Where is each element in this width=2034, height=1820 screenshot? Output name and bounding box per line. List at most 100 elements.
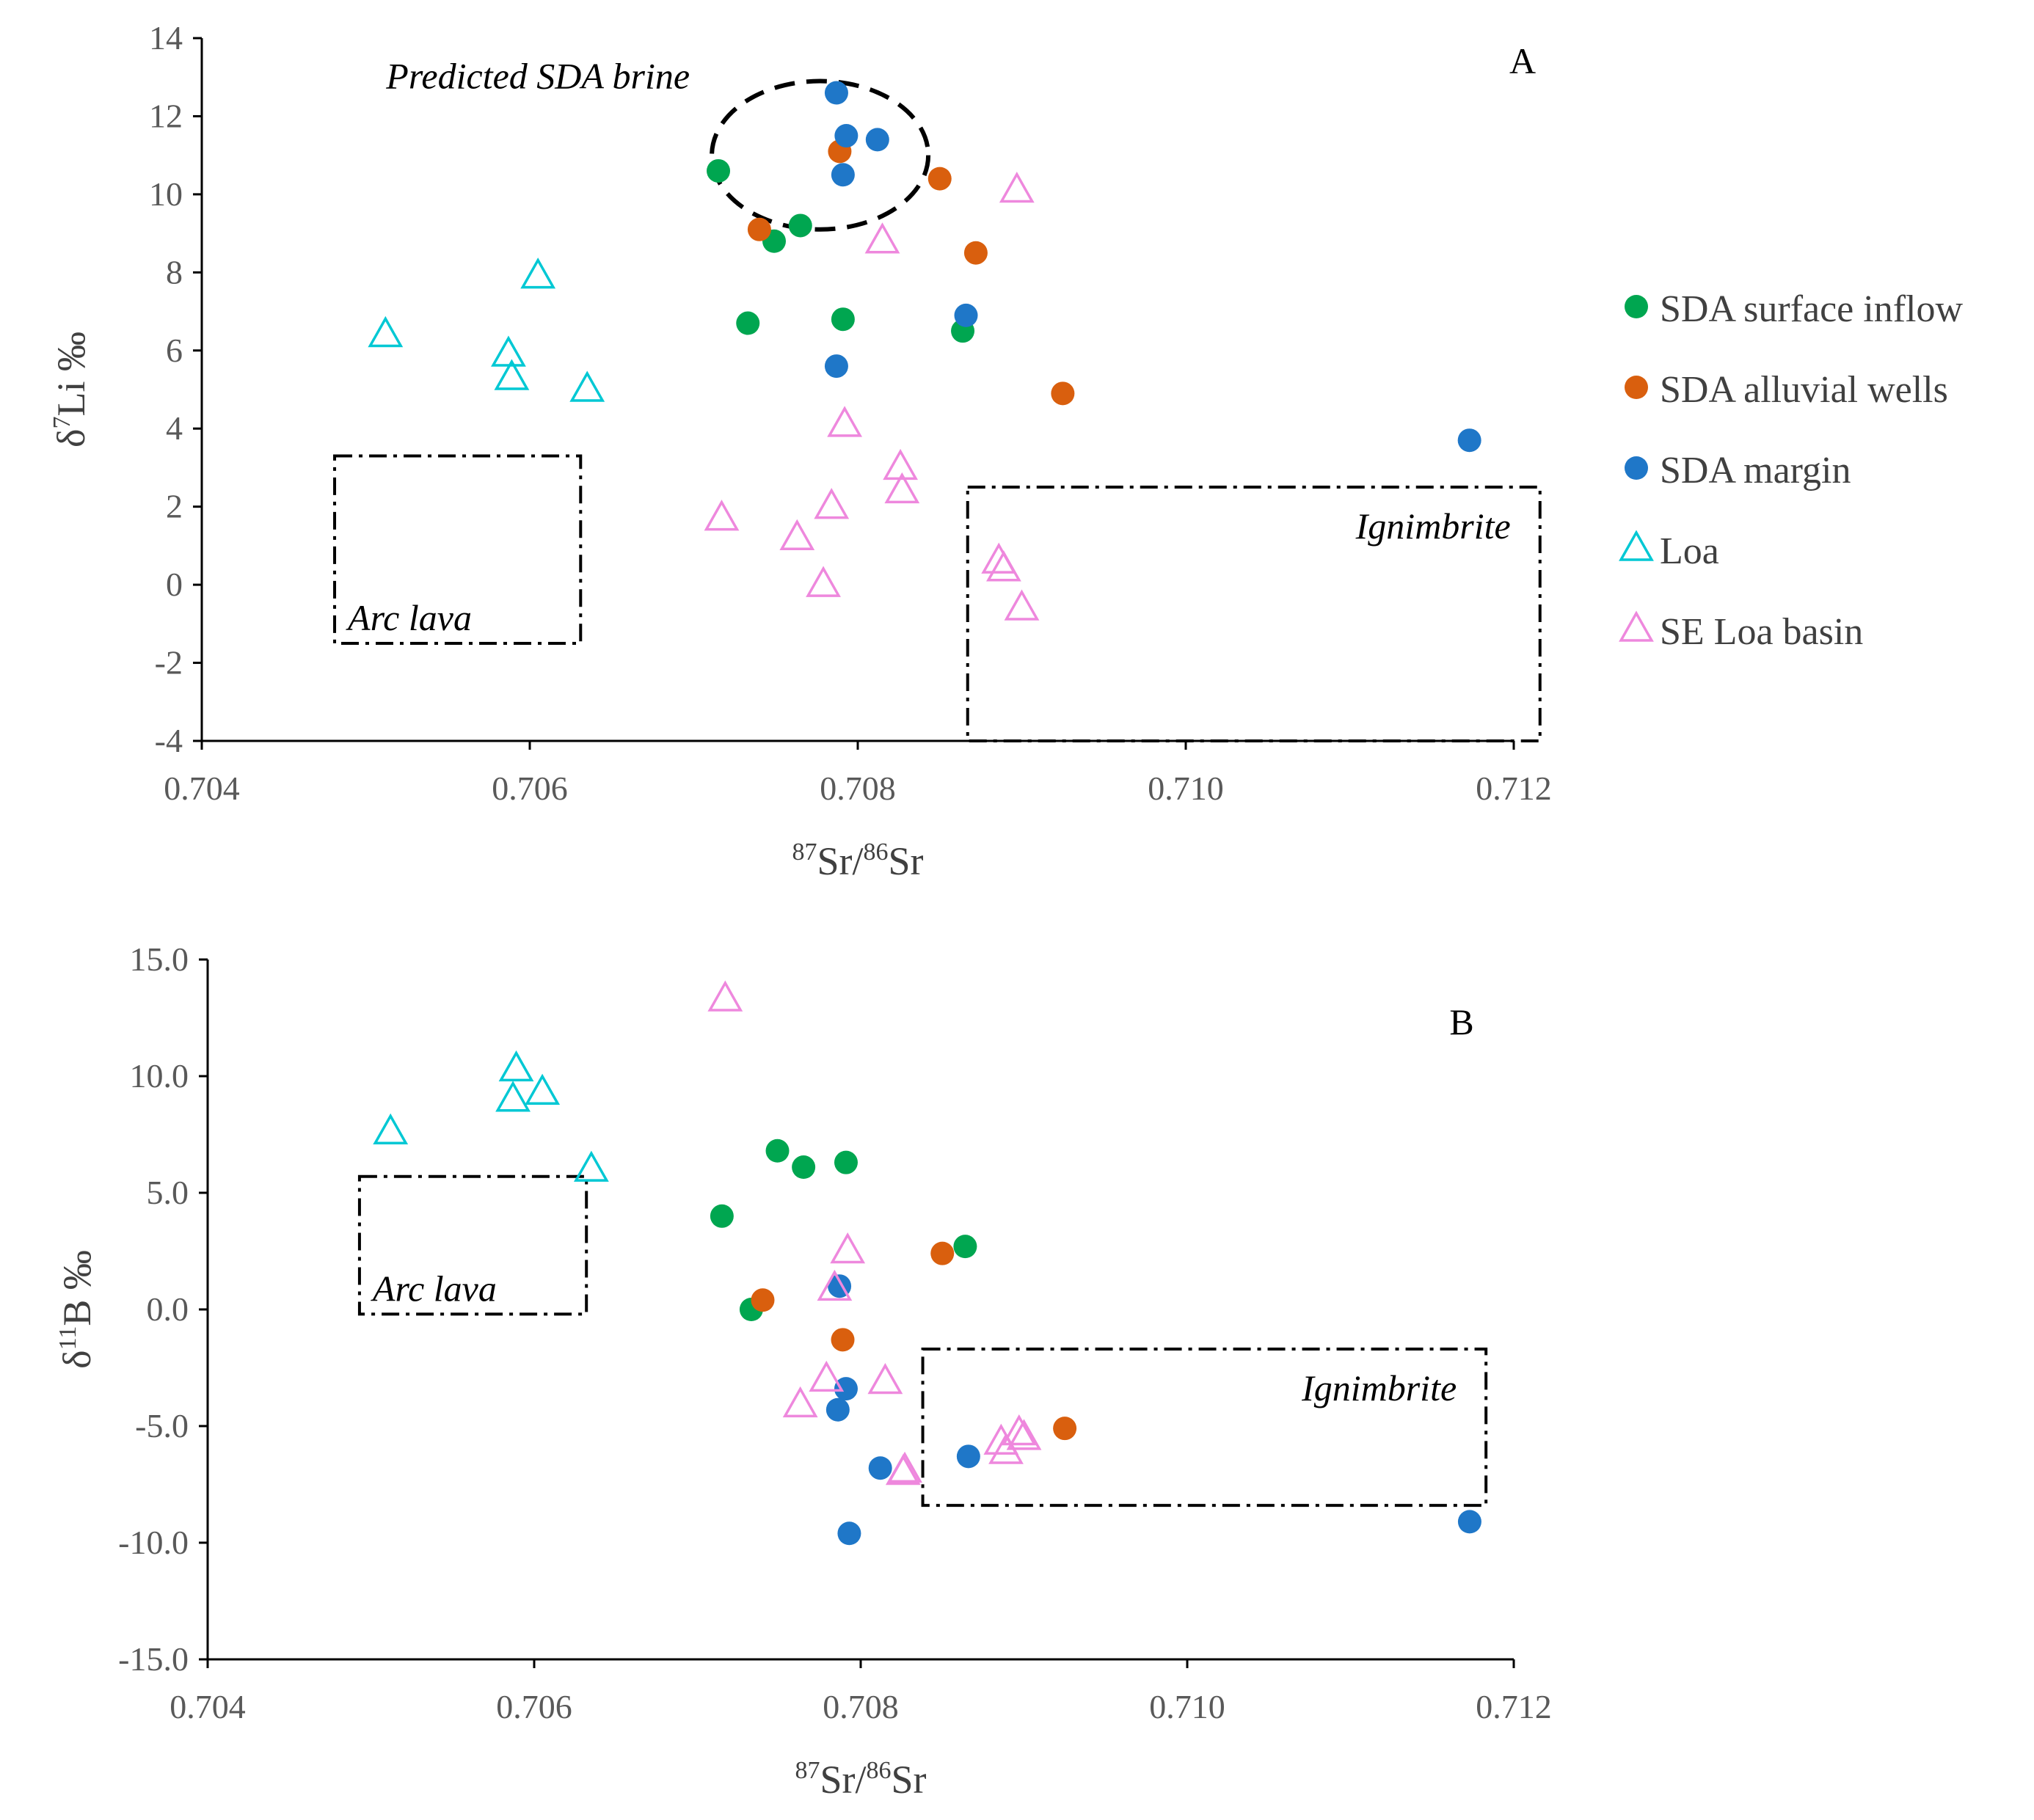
panel-b-region-label: Arc lava xyxy=(371,1268,497,1309)
panel-b-panel-letter: B xyxy=(1449,1001,1473,1042)
panel-a-chart: -4 -2 0 2 4 6 8 10 12 14 0.704 0.706 0.708 0.710 0.712… xyxy=(48,19,1552,883)
panel-a-point-se-loa-basin xyxy=(779,519,815,550)
panel-b-point-sda-margin xyxy=(868,1456,892,1480)
panel-b-region-arc-lava xyxy=(357,1174,588,1316)
panel-b-point-sda-margin xyxy=(956,1444,980,1469)
panel-b-point-loa xyxy=(573,1150,609,1182)
panel-a-point-sda-alluvial-wells xyxy=(927,167,952,191)
panel-b-region-label: Ignimbrite xyxy=(1301,1367,1457,1408)
panel-b-point-sda-margin xyxy=(825,1397,850,1422)
panel-a-point-sda-surface-inflow xyxy=(707,158,731,183)
panel-b-x-tick-label: 0.712 xyxy=(1476,1688,1552,1725)
panel-a-x-tick-label: 0.712 xyxy=(1476,770,1552,807)
panel-b-point-loa xyxy=(525,1073,561,1105)
panel-b-point-se-loa-basin xyxy=(1006,1419,1042,1450)
panel-a-point-loa xyxy=(520,257,556,289)
panel-a-y-tick-label: -4 xyxy=(155,722,183,759)
panel-a-point-sda-margin xyxy=(834,124,859,148)
panel-a-point-sda-alluvial-wells xyxy=(747,217,771,241)
panel-a-y-tick-label: -2 xyxy=(155,644,183,681)
panel-b-point-sda-surface-inflow xyxy=(710,1204,734,1228)
panel-a-point-se-loa-basin xyxy=(806,566,841,597)
panel-a-point-sda-surface-inflow xyxy=(788,213,812,238)
panel-b-point-loa xyxy=(498,1050,534,1082)
panel-b-x-tick-label: 0.708 xyxy=(823,1688,899,1725)
panel-a-x-tick-label: 0.708 xyxy=(820,770,896,807)
legend-label-se-loa-basin: SE Loa basin xyxy=(1660,611,1863,653)
panel-a-y-tick-label: 4 xyxy=(166,409,183,447)
panel-a-point-loa xyxy=(368,315,404,348)
panel-a-point-loa xyxy=(494,359,530,390)
panel-b-y-tick-label: -15.0 xyxy=(118,1640,189,1678)
panel-a-brine-ellipse xyxy=(710,78,931,232)
panel-b-point-sda-alluvial-wells xyxy=(751,1288,775,1312)
panel-a-y-tick-label: 12 xyxy=(149,97,183,134)
panel-b-y-tick-label: -10.0 xyxy=(118,1524,189,1561)
panel-a-y-tick-label: 14 xyxy=(149,19,183,56)
panel-b-point-se-loa-basin xyxy=(707,980,743,1012)
panel-b-region-ignimbrite xyxy=(921,1348,1488,1507)
panel-a-point-sda-margin xyxy=(824,81,848,105)
panel-b-point-sda-margin xyxy=(1457,1510,1481,1534)
panel-a-region-arc-lava xyxy=(333,454,583,645)
panel-a-point-sda-surface-inflow xyxy=(831,307,855,332)
panel-a-point-sda-margin xyxy=(831,163,855,187)
panel-b-point-sda-alluvial-wells xyxy=(930,1241,955,1265)
panel-b-point-loa xyxy=(373,1113,409,1145)
panel-a-point-se-loa-basin xyxy=(864,222,900,254)
panel-b-y-tick-label: -5.0 xyxy=(135,1407,189,1444)
panel-a-x-tick-label: 0.710 xyxy=(1148,770,1224,807)
panel-a-point-sda-margin xyxy=(954,303,978,327)
legend-marker-se-loa-basin xyxy=(1619,610,1654,642)
panel-a-point-se-loa-basin xyxy=(999,172,1035,203)
panel-a-point-sda-margin xyxy=(1457,428,1481,453)
panel-a-point-se-loa-basin xyxy=(827,406,863,437)
panel-a-y-tick-label: 6 xyxy=(166,332,183,369)
panel-b-point-se-loa-basin xyxy=(817,1269,853,1301)
panel-b-y-tick-label: 15.0 xyxy=(130,940,189,978)
panel-b-point-se-loa-basin xyxy=(830,1232,866,1264)
legend-label-sda-alluvial-wells: SDA alluvial wells xyxy=(1660,369,1948,411)
panel-a-point-se-loa-basin xyxy=(814,488,850,519)
panel-a-point-se-loa-basin xyxy=(1004,589,1040,621)
panel-b-point-sda-surface-inflow xyxy=(953,1235,977,1259)
panel-a-y-axis-label: δ7Li ‰ xyxy=(48,332,93,447)
panel-b-point-se-loa-basin xyxy=(809,1360,845,1392)
legend-marker-loa xyxy=(1619,530,1654,561)
panel-b-point-sda-margin xyxy=(837,1521,861,1546)
panel-a-panel-letter: A xyxy=(1509,40,1536,81)
legend-label-sda-margin: SDA margin xyxy=(1660,450,1851,491)
panel-a-brine-label: Predicted SDA brine xyxy=(385,56,690,97)
panel-a-point-se-loa-basin xyxy=(884,472,920,504)
panel-b-point-sda-surface-inflow xyxy=(765,1139,790,1163)
panel-b-point-se-loa-basin xyxy=(1001,1414,1037,1446)
panel-b-x-tick-label: 0.710 xyxy=(1149,1688,1225,1725)
panel-a-x-tick-label: 0.704 xyxy=(164,770,240,807)
panel-a-y-tick-label: 0 xyxy=(166,566,183,603)
panel-b-point-loa xyxy=(495,1081,531,1112)
panel-b-x-axis-label: 87Sr/86Sr xyxy=(795,1757,926,1802)
panel-b-chart: -15.0 -10.0 -5.0 0.0 5.0 10.0 15.0 0.704 0.706 0.… xyxy=(54,940,1552,1802)
panel-a-region-label: Ignimbrite xyxy=(1355,505,1511,547)
legend-marker-sda-surface-inflow xyxy=(1625,295,1648,318)
panel-b-point-sda-surface-inflow xyxy=(792,1155,816,1180)
panel-a-point-sda-surface-inflow xyxy=(736,311,760,335)
panel-a-point-se-loa-basin xyxy=(981,542,1017,574)
panel-b-point-sda-alluvial-wells xyxy=(1053,1417,1077,1441)
legend: SDA surface inflow SDA alluvial wells SDA … xyxy=(1619,288,1963,653)
panel-a-y-tick-label: 8 xyxy=(166,253,183,290)
panel-b-y-axis-label: δ11B ‰ xyxy=(54,1250,99,1369)
panel-b-y-tick-label: 0.0 xyxy=(147,1290,189,1328)
panel-b-point-se-loa-basin xyxy=(867,1363,903,1395)
legend-marker-sda-alluvial-wells xyxy=(1625,376,1648,399)
legend-marker-sda-margin xyxy=(1625,456,1648,480)
legend-label-loa: Loa xyxy=(1660,530,1719,572)
panel-a-point-loa xyxy=(569,370,605,402)
panel-a-point-se-loa-basin xyxy=(883,448,919,480)
panel-a-point-sda-alluvial-wells xyxy=(963,241,988,265)
panel-b-point-sda-margin xyxy=(834,1377,858,1401)
legend-label-sda-surface-inflow: SDA surface inflow xyxy=(1660,288,1963,330)
panel-b-y-tick-label: 5.0 xyxy=(147,1174,189,1211)
panel-b-x-tick-label: 0.706 xyxy=(496,1688,572,1725)
